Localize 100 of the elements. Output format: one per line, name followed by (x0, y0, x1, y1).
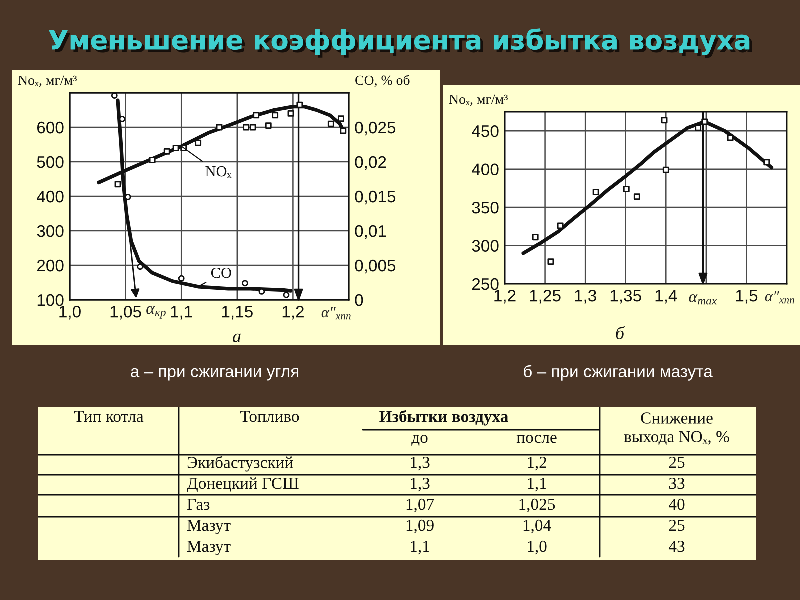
y2-axis-title: CO, % об (356, 75, 410, 88)
point (258, 288, 266, 295)
y-tick-label: 500 (37, 156, 64, 168)
x-tick-label: 1,5 (736, 290, 758, 304)
point (283, 292, 290, 298)
x-tick-label: 1,0 (60, 306, 81, 320)
x-tick-label: 1,4 (656, 290, 678, 304)
point (288, 110, 294, 117)
x-axis-title: α″$_{хпп}$ (765, 291, 794, 304)
y2-tick-label: 0,005 (355, 260, 396, 274)
text: Экибастузский (188, 456, 294, 472)
series-label: CO (211, 268, 232, 278)
text: 1,09 (406, 520, 434, 534)
point (661, 117, 668, 124)
point (178, 275, 185, 282)
line-series (522, 120, 774, 256)
point (195, 140, 202, 146)
point (338, 116, 344, 122)
y-tick-label: 400 (472, 164, 499, 176)
y-axis-title: Noₓ, мг/м³ (18, 76, 77, 88)
legend-label: NOₓ (206, 166, 232, 178)
annotation: α$_{кр}$ (146, 306, 166, 319)
point (137, 264, 144, 270)
point (216, 124, 223, 131)
text: 1,1 (528, 478, 546, 492)
y-tick-label: 450 (472, 126, 499, 138)
category-label: после (516, 435, 557, 444)
point (149, 157, 156, 164)
category-label: Снижение выхода NOₓ, % (624, 412, 730, 446)
x-axis-title: α″$_{хпп}$ (322, 307, 351, 320)
text: Тип котла (74, 411, 144, 422)
point (265, 122, 272, 129)
point (114, 181, 122, 188)
text: 1,07 (406, 498, 434, 513)
text: 25 (669, 456, 685, 468)
text: 25 (669, 520, 685, 532)
y2-tick-label: 0,025 (355, 122, 396, 136)
text: 43 (668, 540, 685, 552)
y-tick-label: 200 (37, 260, 64, 272)
text: Донецкий ГСШ (187, 478, 299, 493)
point (532, 234, 539, 241)
point (340, 128, 347, 134)
y2-tick-label: 0,02 (355, 156, 386, 170)
point (250, 124, 256, 131)
x-tick-label: 1,3 (575, 290, 596, 304)
point (242, 280, 248, 287)
text: а – при сжигании угля (131, 368, 298, 381)
text: Избытки воздуха (380, 410, 508, 426)
y-axis-title: Noₓ, мг/м³ (449, 94, 508, 106)
point (592, 189, 600, 196)
point (253, 112, 260, 119)
point (702, 118, 708, 126)
point (662, 166, 670, 174)
point (272, 112, 279, 119)
y-tick-label: 350 (472, 202, 499, 214)
x-tick-label: 1,1 (171, 306, 192, 320)
y-tick-label: 600 (37, 122, 64, 134)
point (328, 120, 334, 128)
point (111, 93, 118, 99)
x-tick-label: 1,2 (494, 290, 516, 304)
text: а (233, 334, 241, 343)
category-label: до (412, 435, 428, 446)
point (695, 124, 702, 132)
text: 33 (669, 478, 685, 490)
point (243, 124, 250, 131)
text: 1,1 (411, 541, 430, 555)
point (557, 222, 564, 230)
y-tick-label: 300 (37, 225, 64, 238)
text: б – при сжигании мазута (524, 365, 713, 381)
category-label: Топливо (240, 411, 300, 422)
y2-tick-label: 0,015 (355, 190, 396, 205)
y-tick-label: 300 (472, 240, 499, 252)
text: б (616, 326, 626, 340)
point (164, 148, 170, 155)
x-tick-label: 1,2 (282, 306, 304, 320)
text: 1,2 (528, 456, 546, 471)
y-tick-label: 400 (37, 190, 64, 203)
text: Мазут (187, 520, 231, 535)
text: 1,04 (524, 520, 552, 534)
text: Мазут (187, 541, 231, 556)
x-tick-label: 1,25 (530, 290, 561, 304)
ref-line-label: α$_{max}$ (689, 294, 718, 305)
point (764, 159, 770, 166)
y-tick-label: 100 (38, 294, 64, 306)
point (634, 194, 640, 200)
point (172, 145, 180, 152)
text: 1,0 (528, 540, 547, 555)
y2-tick-label: 0,01 (355, 225, 386, 240)
point (623, 186, 630, 192)
text: Газ (187, 499, 210, 510)
x-tick-label: 1,15 (222, 306, 253, 320)
point (548, 258, 554, 266)
y-tick-label: 250 (472, 278, 499, 290)
text: 1,025 (520, 498, 556, 513)
text: 1,3 (411, 456, 430, 471)
text: 1,3 (411, 478, 430, 492)
x-tick-label: 1,35 (610, 290, 642, 304)
y2-tick-label: 0 (355, 294, 364, 306)
chart-title: Уменьшение коэффициента избытка воздуха (49, 28, 752, 58)
x-tick-label: 1,05 (110, 306, 142, 320)
